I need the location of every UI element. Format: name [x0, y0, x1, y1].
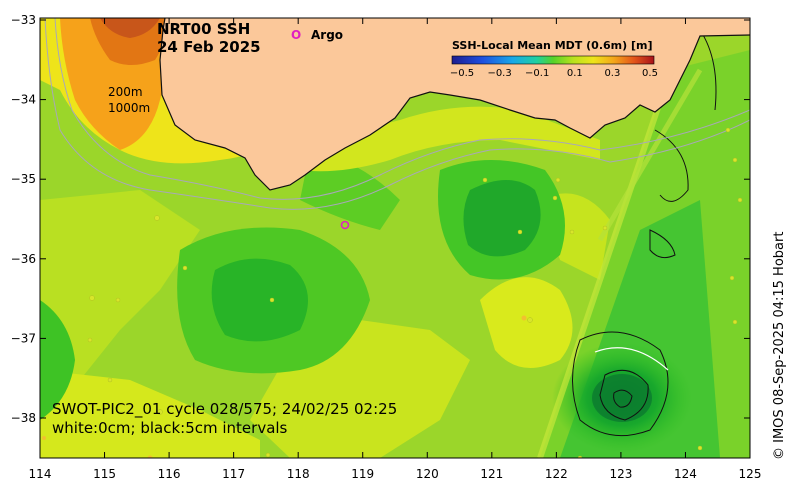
swot-contour-5cm [613, 389, 633, 408]
x-tick-label: 115 [93, 467, 116, 481]
y-axis: −33 −34 −35 −36 −37 −38 [11, 13, 750, 425]
x-axis: 114 115 116 117 118 119 120 121 122 123 124 125 [29, 18, 762, 481]
x-tick-label: 116 [158, 467, 181, 481]
swot-contour-0cm [594, 347, 669, 371]
y-tick-label: −38 [11, 411, 36, 425]
isobath-1000m [44, 18, 750, 210]
x-tick-label: 122 [545, 467, 568, 481]
warm-dots [42, 315, 527, 458]
colorbar-tick-label: 0.1 [567, 68, 583, 79]
colorbar-label: SSH-Local Mean MDT (0.6m) [m] [452, 39, 652, 52]
map-title-line2: 24 Feb 2025 [157, 38, 261, 56]
x-tick-label: 120 [416, 467, 439, 481]
x-tick-label: 117 [222, 467, 245, 481]
colorbar-tick-label: −0.1 [525, 68, 549, 79]
swath-edge [537, 65, 675, 458]
y-tick-label: −33 [11, 13, 36, 27]
x-tick-label: 123 [609, 467, 632, 481]
colorbar-tick-label: 0.3 [604, 68, 620, 79]
argo-float-marker[interactable] [340, 220, 350, 230]
argo-legend-label: Argo [311, 28, 343, 42]
swot-contour-5cm [649, 229, 676, 259]
y-tick-label: −34 [11, 93, 36, 107]
plot-frame [39, 17, 751, 459]
coastline [159, 18, 750, 191]
argo-legend-symbol: O [291, 28, 301, 42]
shelf-warm-core [100, 18, 160, 38]
map-title-line1: NRT00 SSH [157, 20, 250, 38]
isobath-label-200m: 200m [108, 85, 143, 99]
ssh-zone [40, 370, 260, 458]
y-tick-label: −35 [11, 172, 36, 186]
ssh-zone [40, 300, 75, 420]
shelf-warm-zone [290, 106, 600, 172]
colorbar-tick-label: −0.3 [487, 68, 511, 79]
isobath-label-1000m: 1000m [108, 101, 150, 115]
colorbar [451, 55, 655, 65]
ssh-zone [211, 258, 308, 342]
x-tick-label: 124 [674, 467, 697, 481]
y-tick-label: −36 [11, 252, 36, 266]
swot-caption-line1: SWOT-PIC2_01 cycle 028/575; 24/02/25 02:… [52, 400, 397, 419]
colorbar-ticks: −0.5 −0.3 −0.1 0.1 0.3 0.5 [450, 68, 658, 79]
x-tick-label: 114 [29, 467, 52, 481]
x-tick-label: 119 [351, 467, 374, 481]
drifter-dots [87, 127, 743, 458]
ssh-zone [463, 180, 541, 257]
plot-area [40, 18, 750, 458]
ssh-zone [40, 190, 200, 400]
swot-contour-5cm [599, 369, 649, 421]
swot-caption-line2: white:0cm; black:5cm intervals [52, 419, 288, 437]
x-tick-label: 121 [480, 467, 503, 481]
isobath-200m [54, 18, 750, 200]
ssh-zone [480, 277, 573, 368]
swot-contour-5cm [572, 331, 669, 437]
colorbar-tick-label: 0.5 [642, 68, 658, 79]
imos-credit: © IMOS 08-Sep-2025 04:15 Hobart [772, 232, 787, 460]
swot-contour-5cm [654, 129, 689, 202]
x-tick-label: 125 [739, 467, 762, 481]
y-tick-label: −37 [11, 331, 36, 345]
shelf-warm-core [90, 18, 170, 65]
x-tick-label: 118 [287, 467, 310, 481]
colorbar-tick-label: −0.5 [450, 68, 474, 79]
